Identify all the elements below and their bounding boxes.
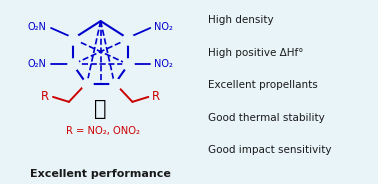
Text: N: N	[69, 34, 77, 44]
Text: NO₂: NO₂	[154, 22, 173, 32]
Text: High positive ΔHf°: High positive ΔHf°	[208, 48, 304, 58]
Text: Excellent performance: Excellent performance	[30, 169, 171, 179]
Text: O₂N: O₂N	[28, 59, 46, 69]
Text: O₂N: O₂N	[28, 22, 46, 32]
Text: N: N	[125, 59, 132, 69]
Text: N: N	[69, 59, 77, 69]
Text: Excellent propellants: Excellent propellants	[208, 80, 318, 90]
Text: R = NO₂, ONO₂: R = NO₂, ONO₂	[66, 126, 139, 136]
Text: High density: High density	[208, 15, 274, 25]
Text: R: R	[41, 90, 49, 103]
Text: 🔥: 🔥	[94, 99, 107, 119]
Text: Good thermal stability: Good thermal stability	[208, 113, 325, 123]
Text: Good impact sensitivity: Good impact sensitivity	[208, 145, 332, 155]
Text: N: N	[125, 34, 132, 44]
Text: NO₂: NO₂	[154, 59, 173, 69]
Text: R: R	[152, 90, 160, 103]
Text: N: N	[111, 79, 118, 89]
Text: N: N	[83, 79, 91, 89]
